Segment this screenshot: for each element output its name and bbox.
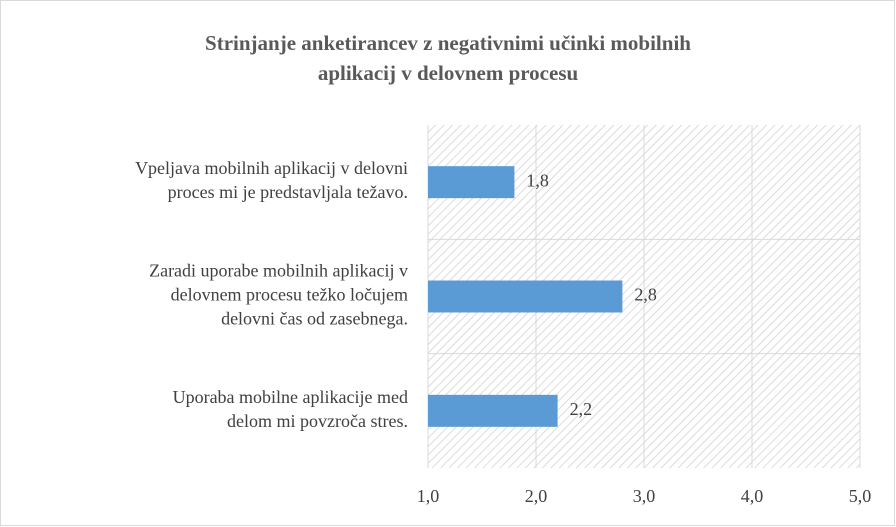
x-tick-label: 4,0 (741, 486, 764, 506)
data-label: 2,8 (634, 285, 657, 305)
y-tick-label: Uporaba mobilne aplikacije med delom mi p… (173, 387, 408, 431)
y-tick-label: Zaradi uporabe mobilnih aplikacij v delov… (149, 261, 408, 329)
x-tick-label: 2,0 (525, 486, 548, 506)
x-tick-label: 5,0 (849, 486, 872, 506)
data-label: 1,8 (526, 170, 549, 190)
bar (428, 166, 515, 199)
x-tick-label: 3,0 (633, 486, 656, 506)
bar (428, 394, 558, 427)
chart-title: Strinjanje anketirancev z negativnimi uč… (205, 31, 691, 85)
data-label: 2,2 (570, 399, 593, 419)
x-tick-label: 1,0 (417, 486, 440, 506)
bar (428, 280, 623, 313)
y-tick-label: Vpeljava mobilnih aplikacij v delovni pro… (135, 158, 408, 202)
